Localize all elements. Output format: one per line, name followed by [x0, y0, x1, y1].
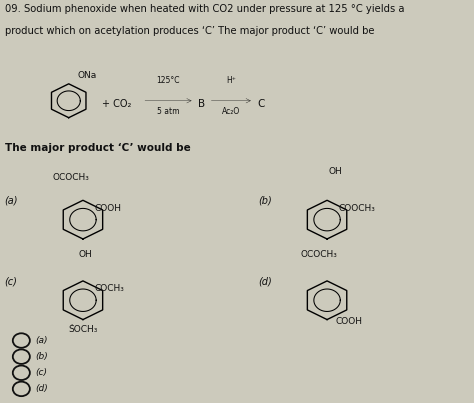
Text: COOCH₃: COOCH₃: [339, 204, 376, 212]
Text: (d): (d): [36, 384, 48, 393]
Text: (d): (d): [258, 276, 272, 286]
Text: COOH: COOH: [95, 204, 122, 212]
Text: OCOCH₃: OCOCH₃: [52, 173, 89, 182]
Text: product which on acetylation produces ‘C’ The major product ‘C’ would be: product which on acetylation produces ‘C…: [5, 26, 374, 36]
Text: + CO₂: + CO₂: [102, 99, 131, 109]
Text: (b): (b): [36, 352, 48, 361]
Text: OH: OH: [78, 250, 92, 259]
Text: (c): (c): [36, 368, 47, 377]
Text: (c): (c): [5, 276, 18, 286]
Text: 09. Sodium phenoxide when heated with CO2 under pressure at 125 °C yields a: 09. Sodium phenoxide when heated with CO…: [5, 4, 404, 14]
Text: (a): (a): [36, 336, 48, 345]
Text: (b): (b): [258, 195, 272, 206]
Text: OH: OH: [328, 167, 342, 176]
Text: H⁺: H⁺: [226, 77, 236, 85]
Text: COOH: COOH: [336, 317, 363, 326]
Text: The major product ‘C’ would be: The major product ‘C’ would be: [5, 143, 191, 153]
Text: 125°C: 125°C: [156, 77, 180, 85]
Text: OCOCH₃: OCOCH₃: [301, 250, 338, 259]
Text: (a): (a): [5, 195, 18, 206]
Text: COCH₃: COCH₃: [95, 284, 125, 293]
Text: 5 atm: 5 atm: [157, 107, 180, 116]
Text: Ac₂O: Ac₂O: [222, 107, 240, 116]
Text: C: C: [257, 99, 265, 109]
Text: ONa: ONa: [77, 71, 97, 79]
Text: B: B: [198, 99, 205, 109]
Text: ṠOCH₃: ṠOCH₃: [69, 325, 98, 334]
